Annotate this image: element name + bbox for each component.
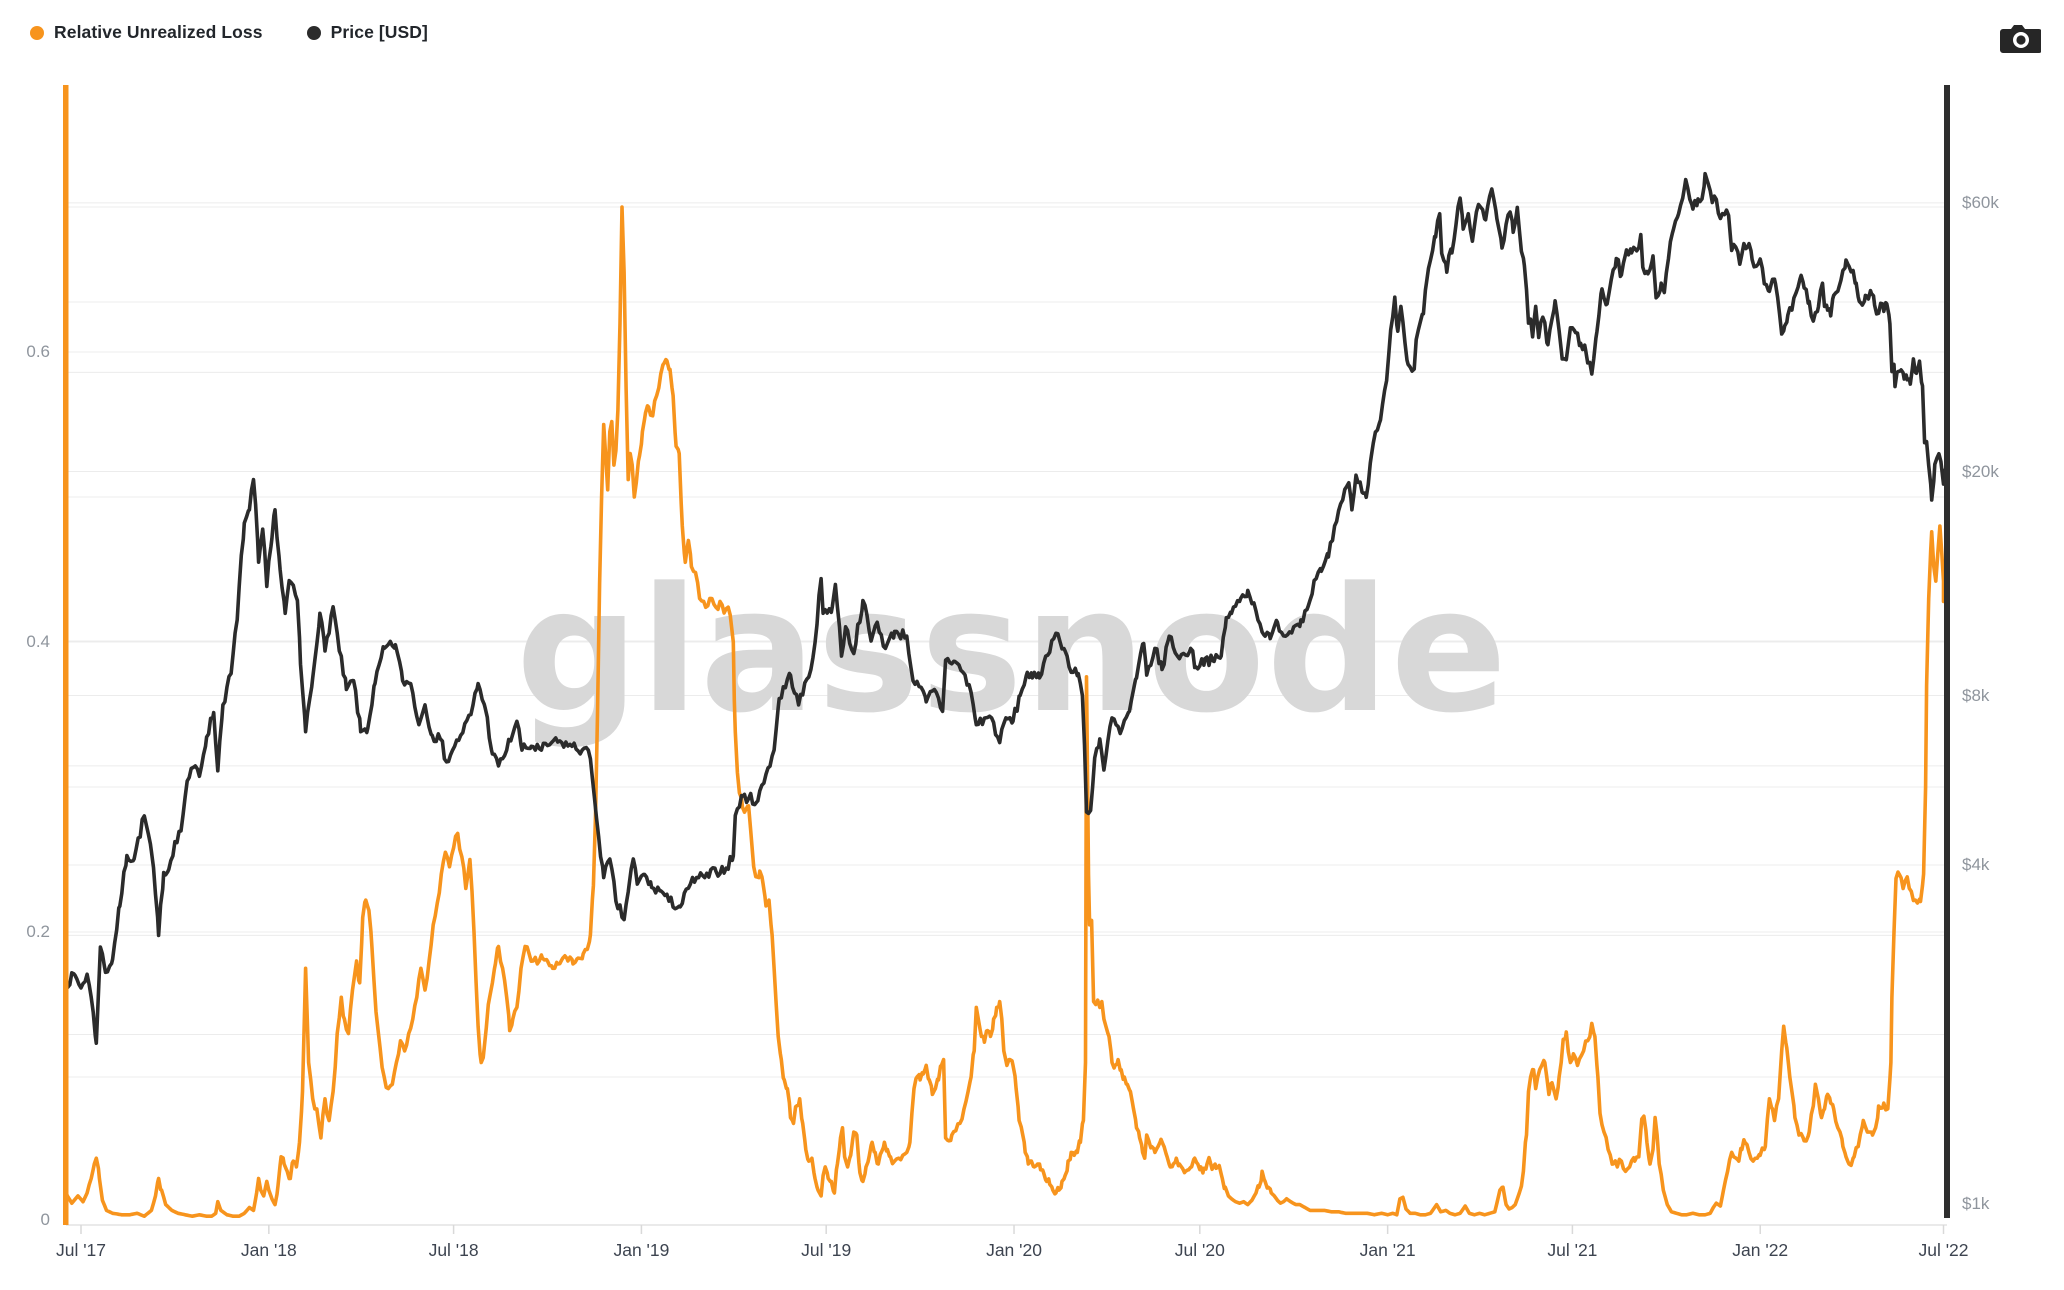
x-tick-label: Jan '21: [1359, 1240, 1416, 1260]
legend-item-price-usd[interactable]: Price [USD]: [306, 22, 428, 43]
x-tick-label: Jan '22: [1732, 1240, 1789, 1260]
axis-bars: [63, 85, 1950, 1225]
x-tick-label: Jul '20: [1174, 1240, 1225, 1260]
y-right-tick-label: $20k: [1962, 461, 1999, 481]
x-tick-label: Jan '20: [986, 1240, 1042, 1260]
price-series-path: [64, 171, 1946, 1045]
x-tick-label: Jan '19: [613, 1240, 670, 1260]
rul-series-path: [64, 205, 1946, 1218]
camera-button[interactable]: [1998, 20, 2042, 56]
right-axis-bar: [1944, 85, 1950, 1218]
series-dot-icon: [306, 25, 321, 40]
y-right-tick-label: $60k: [1962, 192, 1999, 212]
camera-icon: [2000, 25, 2041, 53]
y-left-tick-label: 0.2: [26, 922, 50, 941]
left-axis-bar: [63, 85, 69, 1225]
series-dot-icon: [30, 25, 44, 40]
y-right-tick-label: $1k: [1962, 1194, 1990, 1213]
x-tick-label: Jul '17: [55, 1240, 107, 1260]
chart-legend: Relative Unrealized Loss Price [USD]: [30, 22, 428, 43]
x-tick-label: Jul '21: [1547, 1240, 1598, 1260]
x-tick-label: Jul '18: [428, 1240, 479, 1260]
series-lines: [64, 171, 1946, 1218]
x-tick-label: Jul '19: [801, 1240, 852, 1260]
y-right-tick-label: $8k: [1962, 685, 1990, 705]
legend-label: Price [USD]: [330, 22, 428, 42]
x-tick-label: Jul '22: [1918, 1240, 1969, 1260]
y-left-tick-label: 0.4: [26, 632, 50, 651]
gridlines: [66, 202, 1947, 1234]
y-left-tick-label: 0.6: [26, 342, 50, 361]
legend-label: Relative Unrealized Loss: [54, 22, 263, 42]
x-tick-label: Jan '18: [240, 1240, 297, 1260]
y-left-tick-label: 0: [40, 1210, 50, 1229]
legend-item-relative-unrealized-loss[interactable]: Relative Unrealized Loss: [30, 22, 263, 43]
y-right-tick-label: $4k: [1962, 855, 1990, 875]
